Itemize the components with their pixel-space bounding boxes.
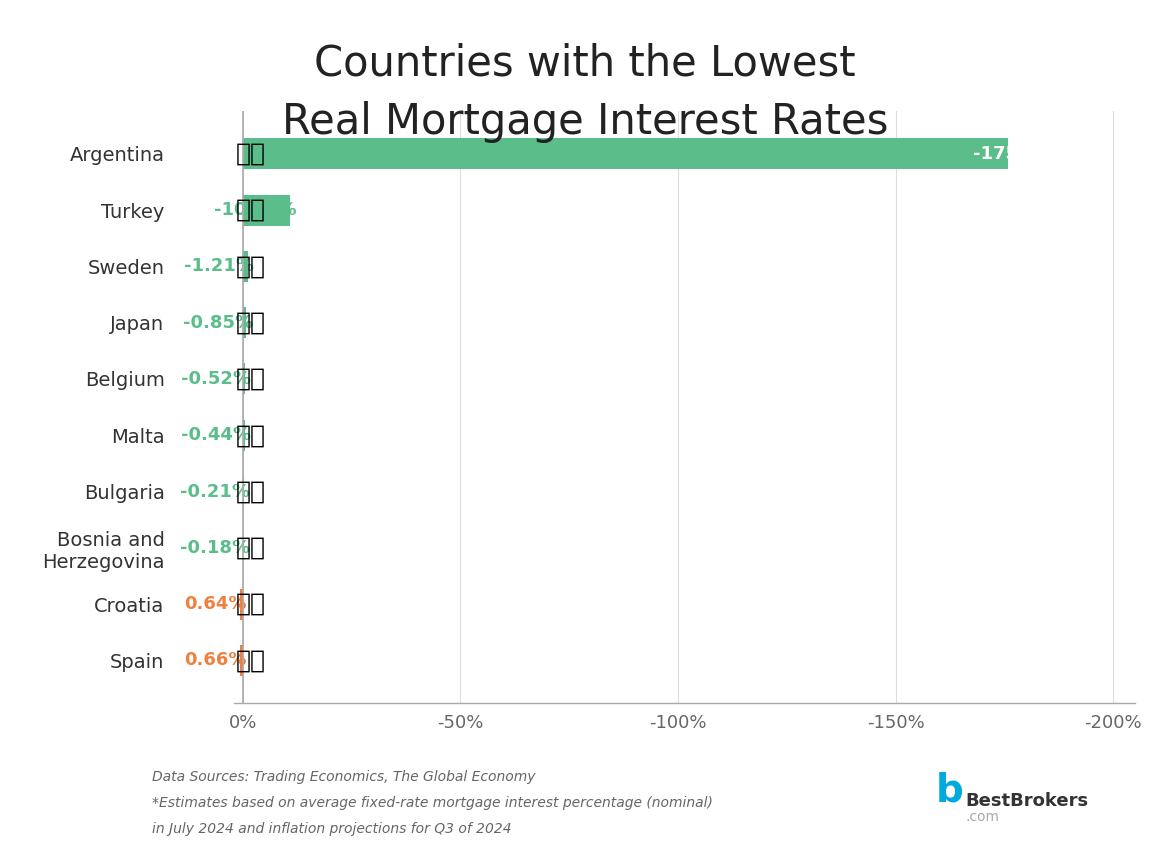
Bar	[242, 195, 290, 225]
Text: *Estimates based on average fixed-rate mortgage interest percentage (nominal): *Estimates based on average fixed-rate m…	[152, 796, 713, 810]
Text: 🇲🇹: 🇲🇹	[236, 423, 267, 447]
Text: 🇧🇪: 🇧🇪	[236, 367, 267, 391]
Text: b: b	[936, 772, 964, 810]
Text: Countries with the Lowest
Real Mortgage Interest Rates: Countries with the Lowest Real Mortgage …	[282, 43, 888, 143]
Bar	[242, 307, 247, 339]
Text: -175.89%: -175.89%	[973, 145, 1068, 163]
Text: BestBrokers: BestBrokers	[965, 792, 1088, 810]
Text: -0.52%: -0.52%	[181, 370, 252, 388]
Bar	[242, 420, 245, 451]
Bar	[240, 645, 242, 676]
Text: in July 2024 and inflation projections for Q3 of 2024: in July 2024 and inflation projections f…	[152, 822, 511, 836]
Bar	[240, 589, 242, 620]
Text: -0.18%: -0.18%	[180, 539, 250, 557]
Text: -1.21%: -1.21%	[185, 257, 255, 275]
Text: 0.66%: 0.66%	[184, 651, 247, 669]
Text: 🇪🇸: 🇪🇸	[236, 649, 267, 673]
Text: -0.85%: -0.85%	[183, 314, 253, 332]
Text: 🇧🇬: 🇧🇬	[236, 480, 267, 504]
Bar	[242, 251, 248, 282]
Text: .com: .com	[965, 811, 999, 824]
Text: 🇭🇷: 🇭🇷	[236, 592, 267, 616]
Text: 🇹🇷: 🇹🇷	[236, 198, 267, 222]
Bar	[242, 138, 1009, 169]
Text: 🇯🇵: 🇯🇵	[236, 310, 267, 334]
Text: -0.44%: -0.44%	[181, 426, 252, 444]
Text: 🇧🇦: 🇧🇦	[236, 536, 267, 560]
Text: 🇸🇪: 🇸🇪	[236, 255, 267, 279]
Text: Data Sources: Trading Economics, The Global Economy: Data Sources: Trading Economics, The Glo…	[152, 770, 536, 784]
Text: 🇦🇷: 🇦🇷	[236, 141, 267, 165]
Text: -10.84%: -10.84%	[214, 201, 296, 219]
Bar	[242, 363, 245, 394]
Text: -0.21%: -0.21%	[180, 482, 250, 500]
Text: 0.64%: 0.64%	[184, 595, 247, 613]
